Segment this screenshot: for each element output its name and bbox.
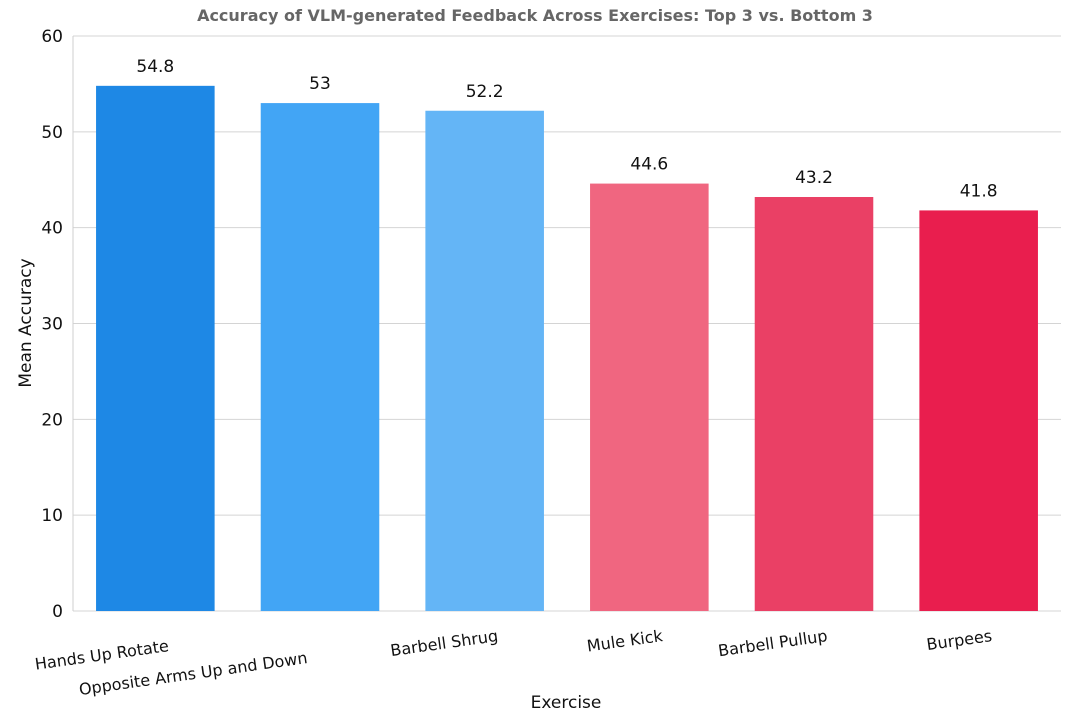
x-axis-label: Exercise	[531, 693, 602, 713]
x-tick-label-1: Hands Up Rotate	[34, 636, 170, 674]
chart-title: Accuracy of VLM-generated Feedback Acros…	[197, 6, 873, 25]
y-tick-label-50: 50	[41, 123, 63, 143]
data-label-1: 54.8	[136, 57, 174, 77]
y-axis-ticks: 0 10 20 30 40 50 60	[41, 27, 63, 622]
y-axis-label: Mean Accuracy	[16, 258, 36, 387]
bar-2	[260, 103, 380, 611]
data-label-2: 53	[309, 74, 331, 94]
bar-3	[425, 110, 544, 611]
bar-6	[919, 210, 1038, 611]
x-tick-label-3: Barbell Shrug	[389, 626, 499, 660]
gridlines	[72, 35, 1061, 612]
data-label-3: 52.2	[466, 82, 504, 102]
data-label-6: 41.8	[960, 181, 998, 201]
y-tick-label-20: 20	[41, 410, 63, 430]
x-tick-label-4: Mule Kick	[586, 626, 665, 656]
bars	[96, 85, 1038, 612]
x-tick-label-5: Barbell Pullup	[717, 626, 829, 660]
y-tick-label-0: 0	[52, 602, 63, 622]
bar-4	[590, 183, 709, 612]
y-tick-label-60: 60	[41, 27, 63, 47]
y-tick-label-30: 30	[41, 315, 63, 335]
data-label-5: 43.2	[795, 168, 833, 188]
bar-1	[96, 85, 215, 612]
data-labels: 54.8 53 52.2 44.6 43.2 41.8	[136, 57, 997, 202]
x-tick-label-6: Burpees	[925, 626, 993, 654]
y-tick-label-10: 10	[41, 506, 63, 526]
bar-5	[754, 197, 874, 611]
data-label-4: 44.6	[630, 155, 668, 175]
y-tick-label-40: 40	[41, 219, 63, 239]
